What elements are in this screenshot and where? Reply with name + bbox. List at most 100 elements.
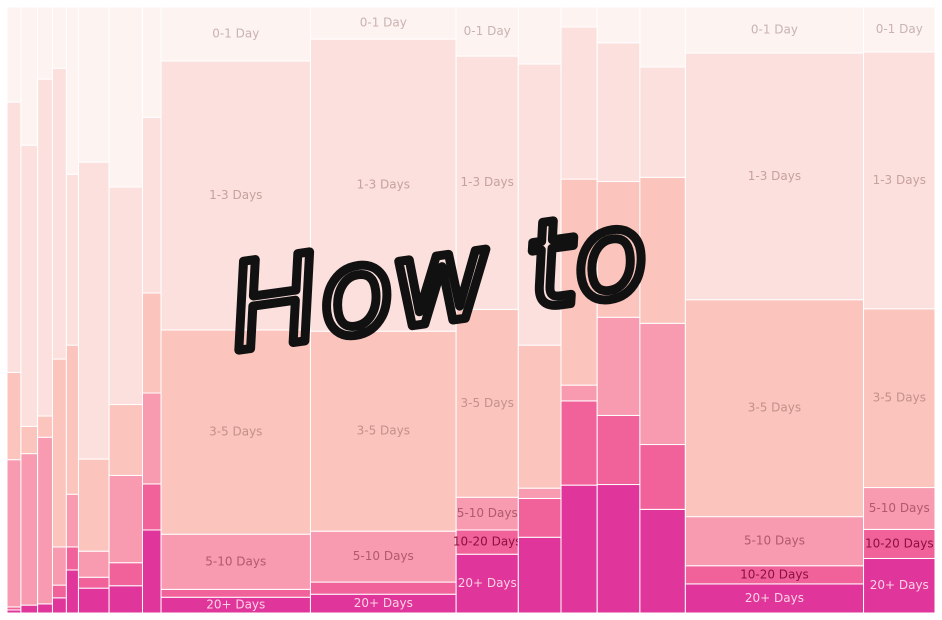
segment-label: 10-20 Days: [453, 535, 522, 549]
segment: [20, 425, 39, 455]
segment: [108, 562, 143, 587]
segment: [863, 528, 936, 559]
segment-label: 3-5 Days: [357, 424, 410, 438]
segment: [517, 6, 562, 65]
segment: [37, 436, 53, 605]
segment: [863, 51, 936, 310]
segment-label: 0-1 Day: [876, 22, 923, 36]
segment: [6, 371, 22, 461]
segment: [160, 588, 311, 598]
segment: [517, 497, 562, 538]
segment: [639, 322, 686, 446]
segment: [37, 603, 53, 614]
segment-label: 0-1 Day: [360, 16, 407, 30]
segment: [108, 186, 143, 406]
segment: [560, 178, 598, 386]
segment: [65, 344, 79, 495]
segment: [309, 581, 457, 595]
segment: [20, 453, 39, 606]
segment: [455, 496, 519, 531]
segment-label: 10-20 Days: [740, 567, 809, 581]
segment: [560, 26, 598, 180]
segment: [160, 6, 311, 62]
segment: [863, 557, 936, 614]
segment: [20, 144, 39, 427]
segment: [517, 536, 562, 614]
segment: [560, 6, 598, 28]
segment: [684, 52, 865, 301]
segment: [65, 569, 79, 614]
segment-label: 5-10 Days: [869, 501, 930, 515]
segment: [141, 529, 162, 614]
segment: [560, 484, 598, 614]
segment: [51, 6, 67, 69]
segment: [51, 546, 67, 586]
segment-label: 1-3 Days: [357, 178, 410, 192]
segment: [6, 459, 22, 608]
segment: [65, 6, 79, 175]
segment: [596, 6, 641, 44]
segment: [37, 6, 53, 80]
segment: [37, 415, 53, 438]
segment-label: 3-5 Days: [873, 391, 926, 405]
segment: [455, 553, 519, 614]
segment: [6, 101, 22, 373]
segment: [596, 181, 641, 318]
segment: [863, 6, 936, 53]
segment: [560, 384, 598, 402]
segment: [684, 299, 865, 518]
segment-label: 1-3 Days: [748, 169, 801, 183]
segment: [77, 6, 110, 163]
segment: [108, 6, 143, 188]
segment-label: 3-5 Days: [209, 425, 262, 439]
segment-label: 1-3 Days: [461, 175, 514, 189]
segment: [639, 66, 686, 178]
segment-label: 5-10 Days: [457, 506, 518, 520]
segment-label: 20+ Days: [745, 591, 804, 605]
segment-label: 20+ Days: [206, 598, 265, 612]
segment: [51, 584, 67, 599]
segment: [160, 329, 311, 535]
segment: [160, 533, 311, 590]
segment: [20, 604, 39, 614]
segment: [77, 458, 110, 552]
segment: [596, 316, 641, 416]
segment: [517, 344, 562, 489]
segment: [309, 38, 457, 332]
segment: [160, 60, 311, 331]
segment: [65, 493, 79, 548]
segment: [20, 6, 39, 146]
segment-label: 1-3 Days: [209, 188, 262, 202]
segment: [309, 6, 457, 40]
segment: [141, 6, 162, 118]
segment: [517, 487, 562, 499]
segment: [455, 6, 519, 57]
segment: [141, 292, 162, 394]
segment: [639, 508, 686, 614]
segment: [77, 161, 110, 460]
segment: [684, 516, 865, 567]
segment: [639, 444, 686, 510]
segment: [77, 587, 110, 614]
segment-label: 20+ Days: [354, 596, 413, 610]
segment: [108, 404, 143, 476]
segment: [51, 597, 67, 614]
segment: [108, 474, 143, 564]
segment: [684, 583, 865, 614]
segment: [6, 6, 22, 103]
segment: [141, 483, 162, 531]
segment-label: 1-3 Days: [873, 173, 926, 187]
plot-area: 20+ Days 5-10 Days 3-5 Days 1-3 Days 0-1 Day…: [6, 6, 936, 614]
segment: [51, 358, 67, 548]
segment: [77, 550, 110, 578]
segment: [51, 67, 67, 360]
segment: [37, 78, 53, 417]
segment-label: 0-1 Day: [212, 26, 259, 40]
segment: [639, 6, 686, 68]
segment: [141, 392, 162, 485]
segment: [65, 546, 79, 571]
segment-label: 20+ Days: [870, 578, 929, 592]
segment-label: 5-10 Days: [205, 554, 266, 568]
segment: [108, 585, 143, 614]
